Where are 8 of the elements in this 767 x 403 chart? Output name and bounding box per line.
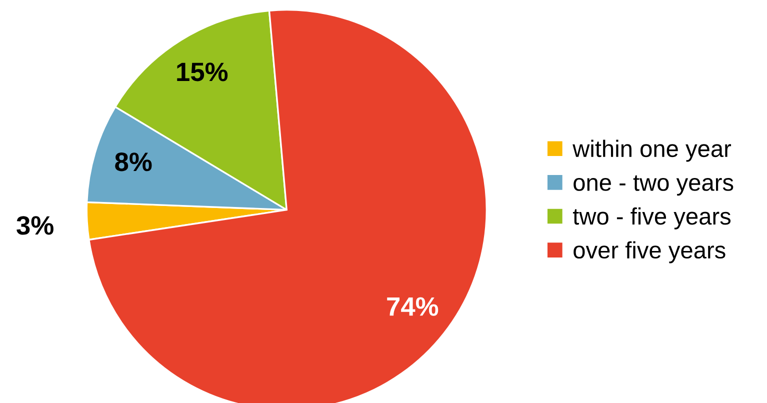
legend-label: one - two years — [574, 175, 734, 196]
legend-label: two - five years — [572, 207, 731, 230]
data-label: 15% — [177, 62, 228, 82]
data-label: 3% — [16, 216, 54, 235]
legend-label: over five years — [574, 241, 726, 264]
data-label: 74% — [387, 297, 438, 316]
data-label: 8% — [115, 152, 152, 172]
legend-label: within one year — [572, 140, 732, 162]
